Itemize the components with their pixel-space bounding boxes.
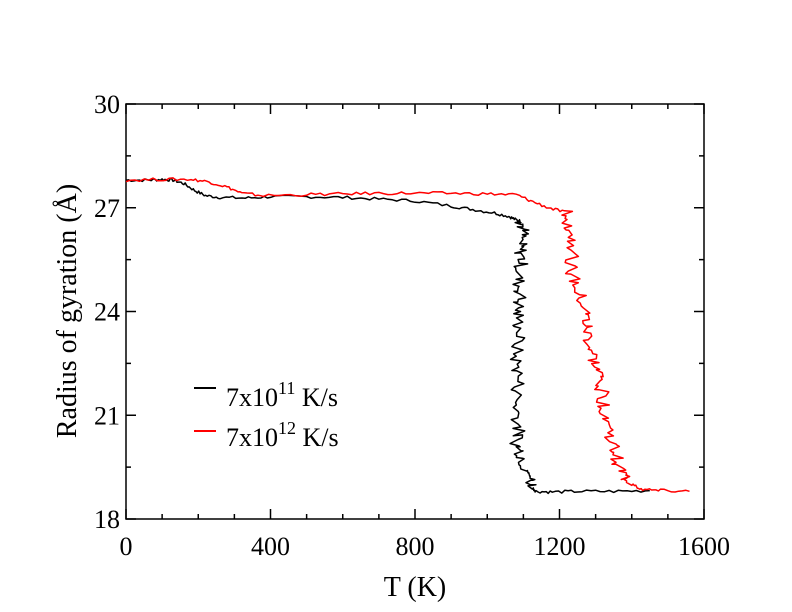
data-series (126, 178, 690, 494)
y-tick-label: 27 (94, 194, 120, 223)
y-tick-label: 24 (94, 298, 120, 327)
y-axis-title: Radius of gyration (Å) (52, 184, 83, 438)
x-axis-title: T (K) (384, 572, 446, 603)
x-tick-label: 1200 (534, 532, 586, 561)
legend-label-series-1: 7x1011 K/s (226, 378, 338, 412)
radius-of-gyration-chart: 0 400 800 1200 1600 18 21 24 27 30 T (K) Radius o… (0, 0, 792, 612)
x-tick-label: 0 (120, 532, 133, 561)
y-tick-label: 21 (94, 401, 120, 430)
legend-label-series-2: 7x1012 K/s (226, 418, 339, 452)
series-line-2 (126, 178, 690, 492)
legend: 7x1011 K/s 7x1012 K/s (194, 378, 339, 452)
y-tick-label: 30 (94, 90, 120, 119)
x-tick-label: 800 (396, 532, 435, 561)
x-tick-label: 1600 (678, 532, 730, 561)
x-tick-label: 400 (251, 532, 290, 561)
y-tick-label: 18 (94, 505, 120, 534)
